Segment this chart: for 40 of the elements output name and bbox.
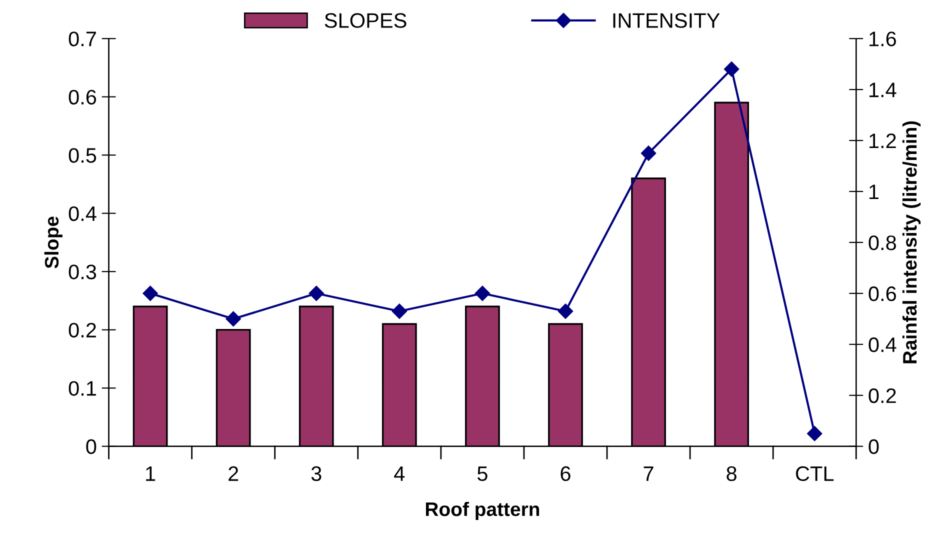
legend-label: SLOPES — [324, 13, 406, 28]
x-tick-label: CTL — [796, 466, 834, 482]
x-tick-label: 7 — [644, 466, 654, 481]
x-tick-label: 3 — [311, 466, 322, 482]
point — [474, 286, 490, 301]
y-tick-label: 0.6 — [68, 90, 96, 105]
y2-tick-label: 0 — [868, 439, 879, 454]
legend-label: INTENSITY — [613, 13, 720, 28]
y2-tick-label: 1.6 — [870, 32, 896, 46]
point — [558, 304, 574, 319]
x-tick-label: 1 — [146, 466, 156, 481]
x-axis-title: Roof pattern — [426, 502, 540, 520]
y2-tick-label: 0.4 — [868, 337, 896, 352]
point — [392, 304, 407, 319]
y-tick-label: 0.2 — [68, 322, 96, 338]
y-tick-label: 0.1 — [68, 381, 96, 396]
y-tick-label: 0.5 — [68, 148, 96, 163]
y2-tick-label: 0.8 — [868, 235, 896, 250]
y2-tick-label: 0.6 — [868, 286, 896, 302]
y2-tick-label: 1.2 — [870, 134, 896, 148]
y-tick-label: 0.7 — [68, 32, 96, 46]
y-axis-title: Slope — [44, 216, 62, 268]
x-tick-label: 8 — [726, 466, 736, 482]
point — [226, 311, 241, 326]
point — [142, 286, 158, 301]
y-tick-label: 0 — [86, 439, 96, 454]
x-tick-label: 6 — [560, 466, 570, 482]
x-tick-label: 2 — [228, 466, 238, 481]
point — [724, 62, 740, 77]
point — [308, 286, 324, 301]
y2-axis-title: Rainfal intensity (litre/min) — [902, 121, 921, 364]
point — [807, 426, 822, 442]
y2-tick-label: 1.4 — [870, 82, 896, 98]
y-tick-label: 0.3 — [68, 264, 96, 280]
y2-tick-label: 1 — [870, 184, 879, 200]
point — [640, 146, 656, 161]
x-tick-label: 5 — [478, 466, 488, 482]
x-tick-label: 4 — [394, 466, 405, 481]
y-tick-label: 0.4 — [68, 206, 96, 222]
y2-tick-label: 0.2 — [868, 388, 896, 404]
